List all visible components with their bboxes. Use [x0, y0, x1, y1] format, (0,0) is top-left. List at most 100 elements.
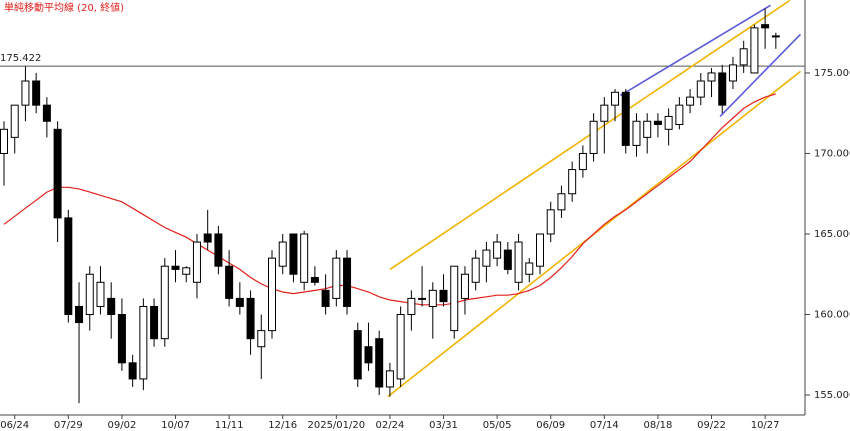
y-tick-label: 165.000: [814, 229, 850, 240]
moving-average: [3, 93, 776, 306]
candle-body: [418, 297, 427, 300]
candle-body: [203, 233, 212, 243]
candle-body: [675, 104, 684, 125]
candle-body: [525, 262, 534, 275]
candle-body: [632, 120, 641, 146]
y-tick-label: 160.000: [814, 310, 850, 321]
candle-body: [653, 120, 662, 125]
chart-title: 単純移動平均線 (20, 終値): [4, 1, 124, 14]
y-tick-label: 170.000: [814, 148, 850, 159]
candle-body: [353, 330, 362, 380]
candle-body: [503, 249, 512, 270]
x-tick-label: 08/18: [644, 420, 673, 431]
x-tick-label: 11/11: [215, 420, 244, 431]
y-tick-label: 175.000: [814, 68, 850, 79]
candle-body: [428, 289, 437, 307]
candle-body: [96, 281, 105, 307]
candle-body: [643, 120, 652, 138]
candle-body: [278, 241, 287, 267]
candle-body: [611, 91, 620, 106]
candle-body: [739, 48, 748, 66]
x-tick-label: 06/09: [536, 420, 565, 431]
candle-body: [0, 128, 8, 154]
y-tick-label: 155.000: [814, 390, 850, 401]
candle-body: [32, 80, 41, 106]
candle-body: [771, 35, 780, 38]
candle-body: [493, 241, 502, 259]
candle-body: [289, 233, 298, 275]
candle-body: [214, 233, 223, 267]
candle-body: [75, 305, 84, 324]
candle-body: [21, 80, 30, 106]
candle-body: [53, 128, 62, 219]
x-tick-label: 09/22: [697, 420, 726, 431]
candle-body: [150, 305, 159, 340]
candle-body: [696, 80, 705, 98]
candle-body: [321, 289, 330, 307]
candle-body: [482, 249, 491, 267]
candle-body: [85, 273, 94, 316]
candle-body: [225, 265, 234, 299]
x-tick-label: 06/24: [0, 420, 29, 431]
candle-body: [139, 305, 148, 380]
candle-body: [107, 297, 116, 316]
trend-line: [719, 33, 802, 117]
candle-body: [536, 233, 544, 267]
candle-body: [589, 120, 598, 154]
candle-body: [343, 257, 352, 307]
candle-body: [439, 289, 448, 303]
candle-body: [514, 241, 523, 283]
candle-body: [750, 27, 759, 74]
candle-body: [728, 64, 737, 82]
candle-body: [171, 265, 180, 270]
candle-body: [364, 346, 373, 364]
candle-body: [268, 257, 276, 332]
x-tick-label: 12/16: [268, 420, 297, 431]
candle-body: [686, 96, 695, 106]
plot-area: [0, 0, 805, 404]
trend-line: [619, 4, 771, 97]
candle-body: [246, 297, 255, 340]
candle-body: [718, 72, 727, 106]
candle-body: [117, 314, 126, 364]
candle-body: [396, 314, 405, 380]
candle-body: [235, 297, 244, 307]
candle-body: [568, 169, 577, 195]
candle-body: [385, 370, 394, 388]
candle-body: [460, 273, 469, 299]
candle-body: [450, 265, 459, 332]
candle-body: [471, 257, 480, 283]
candle-body: [621, 91, 630, 146]
x-tick-label: 05/05: [483, 420, 512, 431]
candle-body: [375, 338, 384, 388]
candle-body: [407, 297, 416, 316]
candle-body: [128, 362, 137, 380]
candle-body: [182, 267, 191, 275]
candle-body: [546, 209, 555, 235]
candle-body: [557, 193, 566, 211]
candle-body: [578, 152, 587, 171]
candle-body: [160, 265, 169, 340]
candle-body: [664, 115, 673, 130]
x-tick-label: 07/29: [54, 420, 83, 431]
reference-label: 175.422: [0, 53, 41, 64]
candle-body: [10, 104, 19, 138]
candle-body: [42, 104, 51, 122]
x-tick-label: 07/14: [590, 420, 619, 431]
candle-body: [257, 330, 266, 348]
x-tick-label: 2025/01/20: [307, 420, 365, 431]
candle-body: [64, 217, 73, 316]
candle-body: [192, 241, 201, 283]
candle-body: [310, 276, 319, 283]
x-tick-label: 10/27: [751, 420, 780, 431]
candle-body: [600, 104, 609, 122]
candle-body: [332, 257, 341, 299]
candle-body: [300, 233, 309, 283]
candle-body: [761, 24, 770, 29]
x-tick-label: 02/24: [376, 420, 405, 431]
x-tick-label: 03/31: [429, 420, 458, 431]
candle-body: [707, 72, 716, 82]
x-tick-label: 10/07: [161, 420, 190, 431]
x-tick-label: 09/02: [108, 420, 137, 431]
